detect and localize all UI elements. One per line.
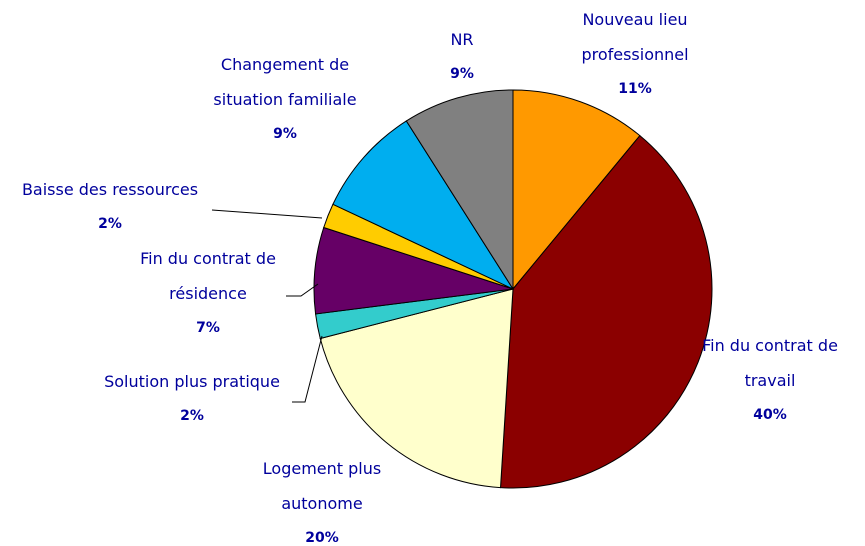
- slice-label: Fin du contrat de résidence 7%: [123, 241, 293, 346]
- slice-label: Baisse des ressources 2%: [0, 172, 225, 242]
- pie-slice: [512, 89, 641, 291]
- slice-label: Nouveau lieu professionnel 11%: [560, 2, 710, 107]
- leader-line: [286, 283, 319, 297]
- slice-label: NR 9%: [432, 22, 492, 92]
- pie-slice: [332, 120, 515, 291]
- slice-label: Changement de situation familiale 9%: [200, 47, 370, 152]
- pie-slice: [405, 89, 514, 291]
- slices: [313, 89, 713, 489]
- category-label: NR: [450, 30, 474, 49]
- value-label: 11%: [618, 81, 652, 97]
- category-label: Fin du contrat de résidence: [140, 249, 276, 303]
- value-label: 2%: [180, 408, 204, 424]
- category-label: Nouveau lieu professionnel: [581, 10, 689, 64]
- value-label: 2%: [98, 216, 122, 232]
- pie-slice: [319, 288, 514, 489]
- value-label: 7%: [196, 320, 220, 336]
- value-label: 20%: [305, 530, 339, 546]
- category-label: Changement de situation familiale: [213, 55, 357, 109]
- slice-label: Logement plus autonome 20%: [247, 451, 397, 546]
- category-label: Baisse des ressources: [21, 180, 199, 199]
- pie-slice: [499, 134, 713, 489]
- category-label: Solution plus pratique: [104, 372, 280, 391]
- category-label: Logement plus autonome: [262, 459, 382, 513]
- category-label: Fin du contrat de travail: [702, 336, 838, 390]
- slice-label: Fin du contrat de travail 40%: [690, 328, 850, 433]
- value-label: 9%: [273, 126, 297, 142]
- slice-label: Solution plus pratique 2%: [77, 364, 307, 434]
- leader-line: [292, 335, 323, 403]
- value-label: 9%: [450, 66, 474, 82]
- leader-line: [211, 209, 323, 219]
- value-label: 40%: [753, 407, 787, 423]
